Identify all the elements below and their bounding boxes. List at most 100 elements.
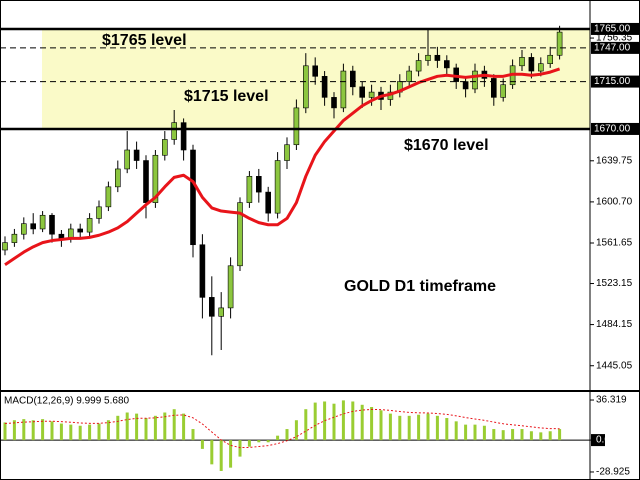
candle-body [415, 60, 422, 72]
candle-body [490, 78, 497, 98]
y-tick-label: 1600.70 [596, 197, 633, 208]
candle-body [96, 206, 102, 219]
macd-bar [229, 440, 233, 468]
candle-body [340, 70, 347, 109]
macd-bar [191, 429, 195, 441]
macd-bar [407, 415, 411, 441]
macd-bar [417, 414, 421, 441]
candle-body [152, 154, 159, 203]
macd-bar [97, 423, 101, 441]
macd-tick-label: 0.00 [596, 435, 616, 446]
candle-body [190, 149, 196, 246]
macd-signal [4, 408, 560, 449]
candle-body [547, 54, 554, 64]
candle-body [537, 63, 544, 72]
candle-body [265, 191, 272, 214]
macd-bar [351, 401, 355, 441]
candle-body [218, 307, 224, 317]
macd-bar [539, 432, 543, 441]
candle-body [434, 54, 441, 61]
macd-bar [59, 423, 63, 441]
macd-bar [276, 435, 280, 441]
macd-bar [12, 420, 16, 441]
candle-body [284, 144, 290, 161]
candle-body [227, 265, 234, 309]
macd-bar [435, 415, 439, 441]
macd-bar [313, 402, 317, 441]
macd-bar [304, 409, 308, 441]
candle-body [443, 60, 450, 69]
macd-bar [492, 429, 496, 441]
macd-bar [200, 440, 204, 449]
macd-bar [266, 440, 270, 443]
macd-bar [426, 413, 430, 441]
macd-bar [482, 425, 486, 441]
macd-bar [106, 420, 110, 441]
support-resistance-zone [42, 28, 590, 129]
candle-body [359, 86, 366, 98]
candle-body [274, 160, 281, 214]
macd-bar [69, 424, 73, 441]
candle-body [133, 149, 140, 161]
candle-body [180, 122, 187, 151]
candle-body [115, 168, 121, 188]
macd-bar [163, 412, 167, 441]
candle-body [171, 122, 177, 140]
candle-body [11, 233, 18, 243]
level-label: 1715.00 [594, 76, 631, 87]
level-label-box [591, 41, 639, 54]
macd-bar [511, 429, 515, 441]
candle-body [500, 84, 507, 98]
y-tick-label: 1756.35 [596, 33, 633, 44]
candle-body [349, 70, 356, 88]
candle-body [556, 31, 563, 56]
y-tick-label: 1561.65 [596, 238, 633, 249]
candle-body [331, 97, 337, 109]
level-label-box [591, 22, 639, 35]
macd-bar [558, 429, 562, 441]
candle-body [312, 65, 319, 77]
macd-bar [41, 419, 45, 441]
macd-bar [464, 424, 468, 441]
level-label: 1765.00 [594, 24, 631, 35]
candle-body [519, 57, 525, 67]
candle-body [20, 223, 27, 235]
macd-bar [135, 413, 139, 441]
macd-bar [238, 440, 242, 457]
candle-body [528, 57, 535, 72]
macd-bar [360, 404, 364, 441]
candle-body [462, 81, 469, 90]
macd-bar [182, 413, 186, 441]
y-tick-label: 1445.05 [596, 360, 633, 371]
macd-bar [285, 429, 289, 441]
macd-bar [88, 424, 92, 441]
macd-tick-label: -28.925 [596, 467, 630, 478]
candle-body [162, 139, 168, 156]
macd-tick-label: 36.319 [596, 395, 627, 406]
macd-bar [473, 424, 477, 441]
level-label: 1747.00 [594, 43, 631, 54]
candle-body [368, 91, 375, 98]
annotation: $1715 level [184, 88, 269, 105]
macd-bar [379, 410, 383, 441]
candle-body [293, 107, 300, 146]
candle-body [425, 54, 431, 61]
candle-body [237, 202, 243, 267]
macd-bar [341, 400, 345, 441]
macd-bar [445, 418, 449, 441]
candle-body [406, 70, 413, 82]
macd-bar [257, 440, 261, 443]
macd-bar [3, 422, 7, 441]
macd-bar [520, 429, 524, 441]
macd-bar [247, 440, 251, 447]
macd-bar [219, 440, 223, 471]
annotation: $1765 level [102, 32, 187, 49]
macd-bar [153, 415, 157, 441]
macd-bar [294, 420, 298, 441]
y-tick-label: 1523.15 [596, 278, 633, 289]
candle-body [321, 76, 328, 98]
level-label-box [591, 122, 639, 135]
macd-bar [125, 412, 129, 441]
candle-body [302, 65, 309, 109]
